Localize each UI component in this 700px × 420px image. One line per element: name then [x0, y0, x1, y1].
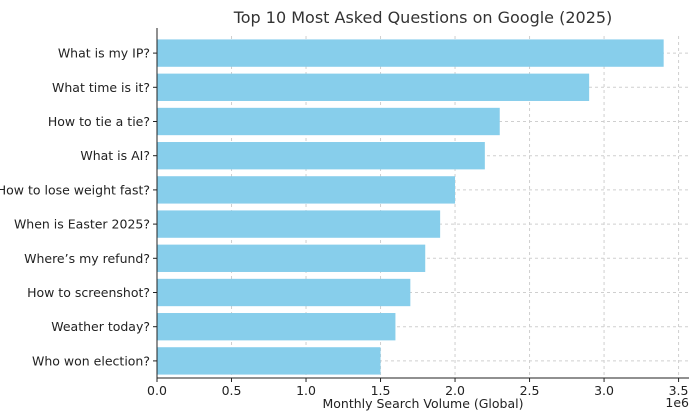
- x-tick-label: 0.5: [222, 383, 242, 398]
- x-tick-label: 3.5: [669, 383, 689, 398]
- y-tick-label: What is my IP?: [58, 46, 150, 61]
- y-tick-label: How to tie a tie?: [48, 114, 150, 129]
- y-tick-label: Weather today?: [51, 319, 150, 334]
- y-tick-label: What time is it?: [52, 80, 150, 95]
- bar: [157, 142, 485, 170]
- chart-title: Top 10 Most Asked Questions on Google (2…: [233, 8, 613, 27]
- y-tick-label: How to screenshot?: [27, 285, 150, 300]
- y-tick-labels: What is my IP? What time is it? How to tie…: [0, 46, 157, 368]
- x-axis-scale-note: 1e6: [665, 395, 689, 410]
- x-axis-label: Monthly Search Volume (Global): [322, 396, 523, 411]
- x-tick-labels: 0.0 0.5 1.0 1.5 2.0 2.5 3.0 3.5: [147, 378, 689, 398]
- bar: [157, 347, 381, 375]
- y-tick-label: What is AI?: [80, 148, 150, 163]
- x-tick-label: 3.0: [594, 383, 614, 398]
- bar: [157, 39, 664, 67]
- y-tick-label: Where’s my refund?: [24, 251, 150, 266]
- bar: [157, 278, 411, 307]
- bar: [157, 244, 426, 272]
- bar: [157, 176, 456, 204]
- y-tick-label: Who won election?: [32, 353, 150, 368]
- x-tick-label: 1.5: [371, 383, 391, 398]
- x-tick-label: 2.0: [445, 383, 465, 398]
- y-tick-label: When is Easter 2025?: [14, 217, 150, 232]
- bar: [157, 73, 590, 101]
- x-tick-label: 0.0: [147, 383, 167, 398]
- bar: [157, 313, 396, 341]
- x-tick-label: 2.5: [520, 383, 540, 398]
- bar: [157, 107, 500, 136]
- bars: [157, 39, 664, 375]
- y-tick-label: How to lose weight fast?: [0, 182, 150, 197]
- bar: [157, 210, 441, 238]
- x-tick-label: 1.0: [296, 383, 316, 398]
